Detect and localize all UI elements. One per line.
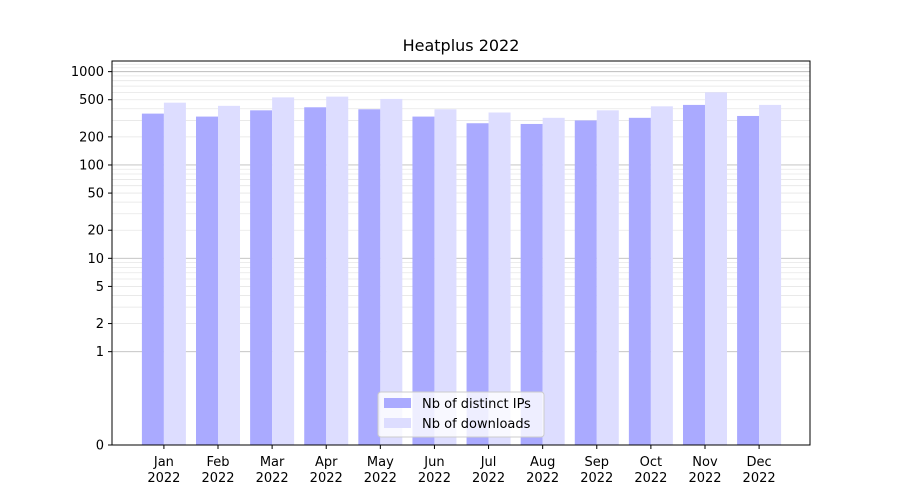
- x-tick-label-line: Jan: [153, 455, 174, 470]
- x-tick-label: Apr 2022: [310, 455, 343, 486]
- bar-distinct-ips: [141, 113, 164, 446]
- x-tick-label-line: 2022: [418, 471, 451, 486]
- x-tick-label: May 2022: [364, 455, 397, 486]
- legend-label: Nb of downloads: [422, 417, 531, 432]
- bar-downloads: [326, 96, 349, 445]
- x-tick-label: Nov 2022: [688, 455, 721, 486]
- legend: Nb of distinct IPs Nb of downloads: [377, 391, 545, 438]
- x-tick-label: Dec 2022: [743, 455, 776, 486]
- bar-downloads: [380, 98, 403, 445]
- bar-distinct-ips: [737, 115, 760, 445]
- x-tick-label: Jan 2022: [147, 455, 180, 486]
- x-tick-label-line: 2022: [256, 471, 289, 486]
- bar-downloads: [434, 109, 457, 445]
- bar-distinct-ips: [628, 117, 651, 446]
- legend-swatch: [384, 418, 411, 428]
- x-tick-label: Jun 2022: [418, 455, 451, 486]
- bar-downloads: [650, 106, 673, 446]
- bar-distinct-ips: [250, 110, 273, 445]
- x-tick-label-line: May: [367, 455, 394, 470]
- bar-downloads: [218, 105, 241, 445]
- bar-distinct-ips: [412, 116, 435, 445]
- bar-downloads: [163, 102, 186, 445]
- x-tick-label-line: Mar: [260, 455, 285, 470]
- x-tick-label-line: 2022: [364, 471, 397, 486]
- x-tick-label-line: 2022: [580, 471, 613, 486]
- x-tick-label-line: Oct: [640, 455, 662, 470]
- legend-swatch: [384, 398, 411, 408]
- bar-downloads: [488, 112, 511, 445]
- x-tick-label-line: 2022: [634, 471, 667, 486]
- x-tick-label-line: 2022: [688, 471, 721, 486]
- x-tick-label-line: 2022: [526, 471, 559, 486]
- y-tick-label: 5: [96, 280, 104, 295]
- y-tick-label: 100: [79, 158, 104, 173]
- bar-downloads: [704, 92, 727, 445]
- x-tick-label-line: Apr: [315, 455, 338, 470]
- y-tick-label: 20: [87, 224, 104, 239]
- x-tick-label-line: Sep: [585, 455, 610, 470]
- y-tick-label: 50: [87, 187, 104, 202]
- y-tick-label: 1000: [71, 65, 104, 80]
- x-tick-label: Oct 2022: [634, 455, 667, 486]
- y-tick-label: 200: [79, 130, 104, 145]
- y-tick-label: 1: [96, 345, 104, 360]
- bars-layer: [141, 92, 782, 446]
- y-tick-label: 0: [96, 439, 104, 454]
- bar-distinct-ips: [358, 109, 381, 445]
- bar-distinct-ips: [466, 123, 489, 446]
- legend-box: [377, 391, 545, 438]
- x-tick-label: Mar 2022: [256, 455, 289, 486]
- bar-downloads: [272, 97, 295, 445]
- x-tick-label-line: Nov: [692, 455, 718, 470]
- bar-distinct-ips: [304, 107, 327, 445]
- bar-distinct-ips: [196, 116, 219, 445]
- x-tick-label-line: 2022: [201, 471, 234, 486]
- x-tick-label-line: 2022: [310, 471, 343, 486]
- x-tick-label-line: 2022: [472, 471, 505, 486]
- x-tick-label: Jul 2022: [472, 455, 505, 486]
- x-tick-label-line: Dec: [747, 455, 772, 470]
- x-tick-label: Aug 2022: [526, 455, 559, 486]
- bar-downloads: [596, 110, 619, 445]
- plot-frame: [111, 60, 811, 446]
- chart-title: Heatplus 2022: [403, 36, 520, 55]
- x-tick-label-line: Jun: [423, 455, 444, 470]
- x-tick-label-line: 2022: [743, 471, 776, 486]
- x-tick-label: Sep 2022: [580, 455, 613, 486]
- legend-label: Nb of distinct IPs: [422, 397, 531, 412]
- x-tick-label-line: Feb: [206, 455, 229, 470]
- x-tick-label: Feb 2022: [201, 455, 234, 486]
- bar-downloads: [759, 104, 782, 446]
- bar-downloads: [542, 117, 565, 446]
- bar-distinct-ips: [682, 104, 705, 446]
- y-tick-label: 500: [79, 93, 104, 108]
- y-tick-label: 10: [87, 252, 104, 267]
- x-tick-label-line: Jul: [480, 455, 497, 470]
- bar-distinct-ips: [574, 120, 597, 445]
- bar-distinct-ips: [520, 123, 543, 445]
- x-tick-label-line: Aug: [530, 455, 555, 470]
- y-tick-label: 2: [96, 317, 104, 332]
- x-tick-label-line: 2022: [147, 471, 180, 486]
